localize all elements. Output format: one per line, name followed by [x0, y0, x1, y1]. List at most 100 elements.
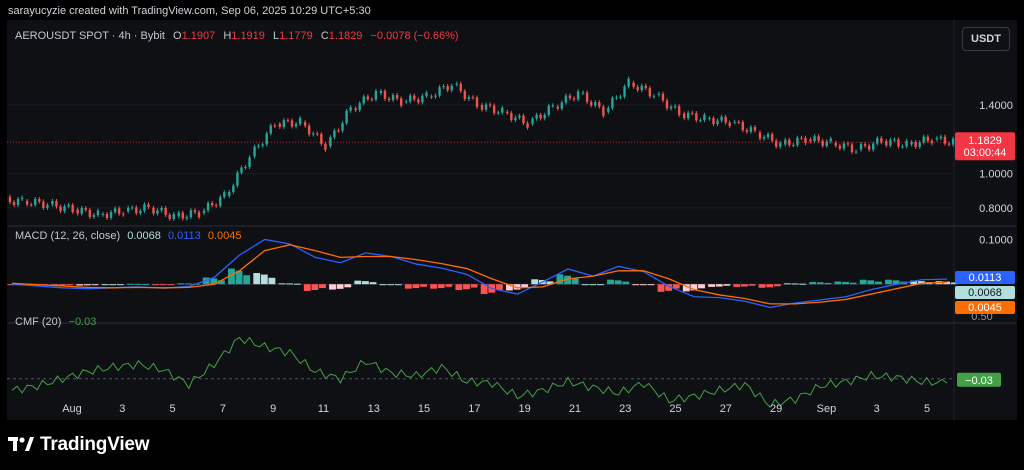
macd-histogram-bar — [783, 283, 791, 285]
price-candle — [261, 144, 264, 146]
price-candle — [109, 212, 113, 218]
macd-histogram-bar — [344, 284, 352, 288]
price-candle — [514, 117, 517, 121]
macd-histogram-bar — [513, 284, 521, 290]
macd-histogram-bar — [657, 284, 665, 292]
macd-histogram-bar — [758, 284, 766, 288]
price-candle — [564, 95, 568, 103]
cmf-title[interactable]: CMF (20) — [15, 316, 62, 328]
macd-histogram-bar — [571, 278, 579, 285]
cmf-label-box — [957, 372, 1001, 387]
price-candle — [611, 97, 614, 109]
price-candle — [475, 97, 479, 107]
macd-title[interactable]: MACD (12, 26, close) — [15, 230, 121, 242]
macd-histogram-bar — [682, 284, 690, 292]
price-candle — [399, 98, 403, 106]
macd-histogram-bar — [336, 284, 344, 289]
price-candle — [117, 208, 121, 214]
macd-histogram-bar — [824, 282, 832, 285]
macd-histogram-bar — [791, 283, 799, 285]
macd-histogram-bar — [733, 284, 741, 287]
price-candle — [29, 204, 33, 206]
price-candle — [687, 112, 690, 119]
price-candle — [467, 97, 471, 99]
price-candle — [152, 207, 155, 214]
macd-tick-label: 0.1000 — [979, 234, 1013, 246]
symbol-info[interactable]: AEROUSDT SPOT · 4h · Bybit — [15, 30, 165, 42]
macd-histogram-bar — [665, 284, 673, 291]
macd-histogram-bar — [354, 280, 362, 285]
macd-histogram-bar — [455, 284, 463, 291]
price-candle — [329, 137, 332, 147]
price-candle — [607, 108, 610, 112]
price-candle — [168, 214, 171, 219]
macd-histogram-bar — [177, 283, 185, 285]
price-candle — [623, 86, 626, 97]
price-candle — [741, 122, 745, 131]
price-candle — [294, 124, 298, 127]
price-candle — [708, 118, 711, 120]
chart-canvas[interactable]: 1.4000 1.0000 0.8000 Aug 3 5 7 9 11 13 15 17 19 21 23 2… — [7, 20, 1017, 420]
price-candle — [286, 120, 290, 122]
time-tick-label: Aug — [62, 403, 82, 415]
price-candle — [829, 138, 832, 142]
macd-histogram-bar — [278, 283, 286, 285]
macd-histogram-bar — [622, 281, 630, 285]
price-candle — [240, 167, 243, 173]
price-candle — [648, 88, 652, 97]
price-candle — [131, 207, 134, 209]
price-candle — [88, 209, 92, 217]
price-candle — [55, 201, 58, 207]
macd-histogram-bar — [859, 279, 867, 285]
cmf-legend: CMF (20) −0.03 — [15, 316, 96, 328]
price-candle — [640, 85, 643, 91]
price-candle — [96, 210, 100, 216]
macd-histogram-bar — [639, 284, 647, 286]
macd-histogram-bar — [723, 284, 731, 286]
tradingview-logo[interactable]: TradingView — [8, 432, 150, 458]
macd-histogram-bar — [379, 284, 387, 286]
macd-hist-label-box — [955, 286, 1015, 299]
price-candle — [720, 116, 723, 121]
currency-selector[interactable]: USDT — [962, 27, 1010, 51]
price-candle — [551, 105, 555, 107]
price-candle — [535, 114, 538, 119]
price-candle — [105, 213, 109, 218]
macd-histogram-bar — [910, 280, 918, 285]
price-candle — [774, 140, 778, 147]
price-candle — [455, 83, 458, 85]
macd-histogram-bar — [412, 284, 420, 289]
price-candle — [935, 138, 939, 140]
chart-frame[interactable] — [7, 20, 1017, 420]
price-candle — [139, 210, 142, 214]
price-candle — [876, 138, 879, 144]
price-candle — [345, 110, 348, 124]
macd-histogram-bar — [867, 280, 875, 285]
price-candle — [273, 125, 277, 127]
time-tick-label: 7 — [220, 403, 226, 415]
price-candle — [792, 145, 795, 147]
price-candle — [589, 101, 593, 106]
price-candle — [480, 105, 484, 110]
price-candle — [846, 143, 850, 145]
price-candle — [526, 123, 529, 128]
macd-histogram-bar — [303, 284, 311, 291]
price-candle — [543, 114, 546, 119]
price-candle — [156, 210, 159, 214]
macd-histogram-bar — [260, 274, 268, 285]
macd-line-label: 0.0113 — [969, 272, 1002, 284]
low-label: L — [272, 30, 280, 42]
macd-legend: MACD (12, 26, close) 0.0068 0.0113 0.004… — [15, 230, 241, 242]
price-candle — [594, 102, 597, 106]
macd-hist-label: 0.0068 — [968, 287, 1002, 299]
price-candle — [665, 100, 669, 109]
price-candle — [644, 85, 647, 89]
macd-histogram-bar — [741, 284, 748, 287]
grid-layer — [7, 20, 1017, 420]
macd-histogram-bar — [834, 281, 842, 285]
price-candle — [939, 136, 943, 139]
time-tick-label: 29 — [770, 403, 782, 415]
price-candle — [733, 121, 736, 123]
macd-histogram-bar — [126, 283, 134, 285]
macd-line-value: 0.0113 — [167, 230, 201, 242]
